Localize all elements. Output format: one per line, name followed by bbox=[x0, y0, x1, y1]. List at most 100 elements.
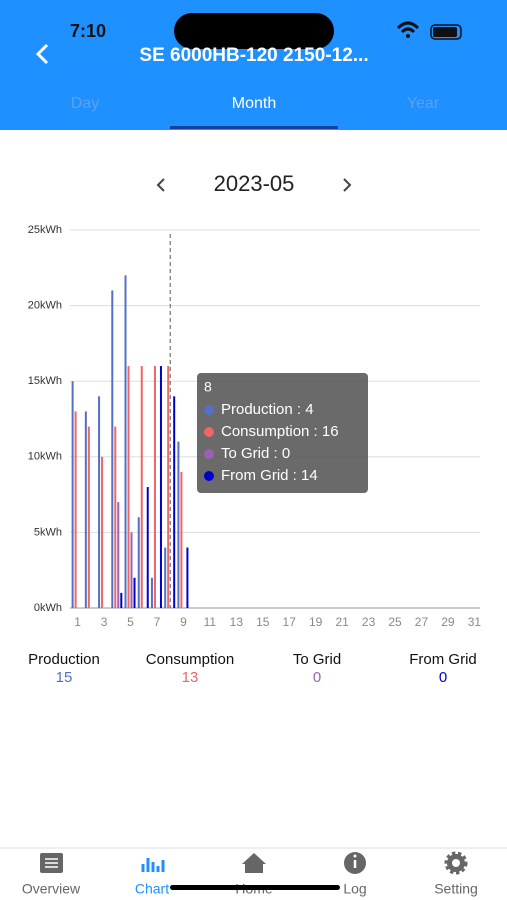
bar bbox=[130, 532, 133, 608]
y-tick-label: 5kWh bbox=[34, 526, 62, 538]
tooltip-dot bbox=[204, 427, 214, 437]
bar bbox=[164, 547, 167, 608]
summary-label: Consumption bbox=[146, 651, 234, 668]
x-tick-label: 23 bbox=[362, 615, 376, 629]
notch bbox=[174, 13, 334, 49]
summary-label: To Grid bbox=[293, 651, 341, 668]
tooltip-dot bbox=[204, 471, 214, 481]
tooltip-value: 4 bbox=[305, 401, 313, 418]
bar bbox=[101, 456, 104, 608]
bar bbox=[124, 275, 127, 608]
y-tick-label: 0kWh bbox=[34, 602, 62, 614]
bar bbox=[120, 592, 123, 608]
bar bbox=[137, 517, 140, 608]
tooltip-dot bbox=[204, 449, 214, 459]
bar bbox=[127, 366, 130, 608]
y-tick-label: 10kWh bbox=[28, 451, 62, 463]
summary-value: 13 bbox=[182, 669, 199, 686]
tooltip-sep: : bbox=[309, 423, 322, 440]
summary-value: 0 bbox=[439, 669, 447, 686]
bar bbox=[98, 396, 101, 608]
bar bbox=[177, 441, 180, 608]
tooltip-row: To Grid : 0 bbox=[221, 445, 290, 462]
prev-button[interactable] bbox=[156, 178, 165, 192]
tooltip-value: 14 bbox=[301, 467, 318, 484]
nav-item[interactable]: Chart bbox=[135, 881, 169, 897]
tooltip-bg bbox=[197, 373, 368, 493]
x-tick-label: 11 bbox=[204, 615, 217, 629]
home-indicator bbox=[170, 885, 340, 890]
bar bbox=[159, 366, 162, 608]
x-tick-label: 19 bbox=[309, 615, 323, 629]
summary-label: Production bbox=[28, 651, 100, 668]
x-tick-label: 29 bbox=[441, 615, 455, 629]
x-tick-label: 21 bbox=[335, 615, 349, 629]
tooltip-sep: : bbox=[289, 467, 302, 484]
bar bbox=[167, 366, 170, 608]
y-tick-label: 20kWh bbox=[28, 300, 62, 312]
x-tick-label: 5 bbox=[127, 615, 134, 629]
bar bbox=[74, 411, 77, 608]
bar bbox=[186, 547, 189, 608]
tab-active[interactable]: Month bbox=[232, 95, 276, 112]
back-button[interactable] bbox=[35, 43, 49, 65]
summary-value: 15 bbox=[56, 669, 73, 686]
tooltip-title: 8 bbox=[204, 379, 212, 395]
x-tick-label: 27 bbox=[415, 615, 429, 629]
next-button[interactable] bbox=[343, 178, 352, 192]
x-tick-label: 31 bbox=[468, 615, 482, 629]
tooltip-name: To Grid bbox=[221, 445, 269, 462]
bar bbox=[84, 411, 87, 608]
bar bbox=[153, 366, 156, 608]
nav-item[interactable]: Setting bbox=[434, 881, 478, 897]
tooltip-row: Consumption : 16 bbox=[221, 423, 339, 440]
tooltip-name: Production bbox=[221, 401, 293, 418]
tooltip-sep: : bbox=[269, 445, 282, 462]
status-icons bbox=[396, 21, 462, 40]
nav-item[interactable]: Overview bbox=[22, 881, 81, 897]
bar bbox=[87, 426, 90, 608]
bar bbox=[140, 366, 143, 608]
x-tick-label: 17 bbox=[283, 615, 297, 629]
header-title: SE 6000HB-120 2150-12... bbox=[139, 45, 368, 66]
tooltip-sep: : bbox=[293, 401, 306, 418]
tooltip-row: Production : 4 bbox=[221, 401, 314, 418]
bar bbox=[173, 396, 176, 608]
bottom-nav: OverviewChartHomeLogSetting bbox=[22, 881, 478, 897]
x-tick-label: 25 bbox=[388, 615, 402, 629]
summary-value: 0 bbox=[313, 669, 321, 686]
bar bbox=[146, 487, 149, 608]
x-tick-label: 3 bbox=[101, 615, 108, 629]
tooltip-row: From Grid : 14 bbox=[221, 467, 318, 484]
bar bbox=[133, 577, 136, 608]
bar bbox=[180, 471, 183, 608]
x-tick-label: 1 bbox=[74, 615, 81, 629]
summary-label: From Grid bbox=[409, 651, 477, 668]
y-tick-label: 25kWh bbox=[28, 224, 62, 236]
x-tick-label: 15 bbox=[256, 615, 270, 629]
bar bbox=[117, 502, 120, 608]
tooltip: 8 Production : 4 Consumption : 16 To Grid … bbox=[197, 373, 368, 493]
y-tick-label: 15kWh bbox=[28, 375, 62, 387]
x-tick-label: 13 bbox=[230, 615, 244, 629]
bar bbox=[111, 290, 114, 608]
x-tick-label: 9 bbox=[180, 615, 187, 629]
nav-icons bbox=[40, 851, 468, 875]
tooltip-value: 0 bbox=[282, 445, 290, 462]
tab[interactable]: Year bbox=[407, 95, 440, 112]
tooltip-dot bbox=[204, 405, 214, 415]
status-time: 7:10 bbox=[70, 21, 106, 41]
tab-underline bbox=[170, 126, 338, 129]
x-tick-label: 7 bbox=[154, 615, 161, 629]
bar bbox=[150, 577, 153, 608]
tooltip-value: 16 bbox=[322, 423, 339, 440]
nav-item[interactable]: Log bbox=[343, 881, 366, 897]
tooltip-name: Consumption bbox=[221, 423, 309, 440]
bar bbox=[71, 381, 74, 608]
date-label: 2023-05 bbox=[214, 171, 295, 196]
bar bbox=[114, 426, 117, 608]
tab[interactable]: Day bbox=[71, 95, 99, 112]
